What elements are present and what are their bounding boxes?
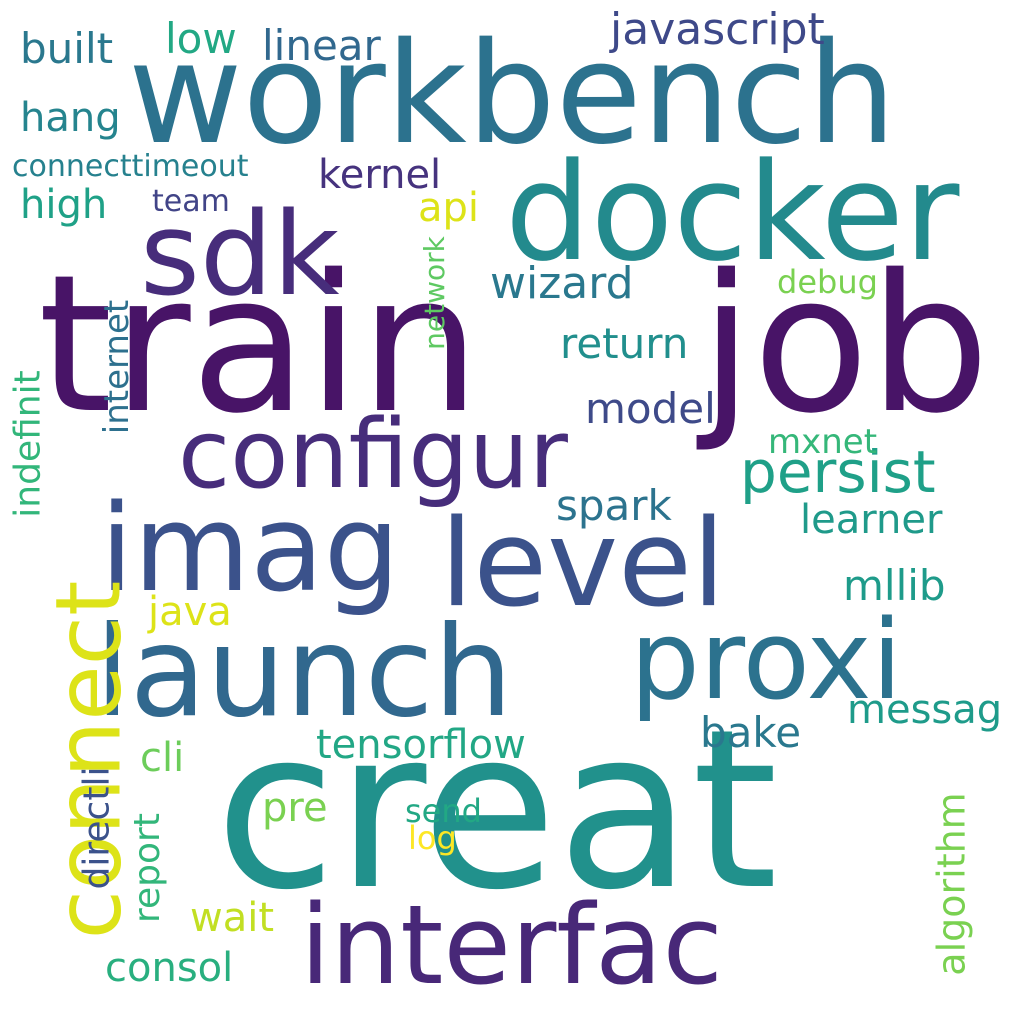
word-kernel: kernel — [318, 152, 442, 198]
word-bake: bake — [700, 708, 802, 757]
word-mllib: mllib — [843, 561, 946, 610]
word-docker: docker — [505, 134, 960, 291]
word-sdk: sdk — [140, 188, 340, 322]
word-log: log — [408, 819, 457, 857]
word-wait: wait — [190, 895, 275, 941]
word-cli: cli — [140, 735, 185, 781]
word-creat: creat — [215, 682, 778, 938]
word-mxnet: mxnet — [768, 422, 878, 462]
word-javascript: javascript — [610, 4, 825, 55]
word-api: api — [418, 185, 480, 231]
word-tensorflow: tensorflow — [316, 722, 526, 768]
word-train: train — [38, 234, 481, 455]
word-indefinit: indefinit — [7, 370, 49, 518]
word-directli: directli — [76, 766, 118, 890]
word-proxi: proxi — [630, 596, 903, 724]
word-hang: hang — [20, 95, 121, 141]
word-high: high — [20, 182, 108, 228]
word-model: model — [585, 384, 716, 433]
word-imag: imag — [100, 480, 400, 619]
word-persist: persist — [740, 438, 936, 506]
word-connecttimeout: connecttimeout — [12, 149, 249, 184]
word-job: job — [700, 234, 990, 455]
word-interfac: interfac — [300, 881, 723, 1009]
word-internet: internet — [97, 299, 138, 435]
word-consol: consol — [105, 945, 234, 991]
word-algorithm: algorithm — [929, 792, 974, 976]
word-team: team — [152, 184, 230, 219]
word-debug: debug — [777, 263, 878, 301]
word-built: built — [20, 24, 114, 73]
word-java: java — [148, 589, 232, 635]
word-spark: spark — [556, 481, 672, 530]
word-learner: learner — [800, 497, 943, 543]
word-launch: launch — [95, 600, 513, 745]
word-network: network — [417, 236, 451, 350]
word-wizard: wizard — [490, 258, 634, 309]
word-configur: configur — [178, 400, 568, 510]
word-workbench: workbench — [128, 13, 897, 176]
word-linear: linear — [262, 21, 381, 70]
word-return: return — [560, 319, 689, 368]
word-messag: messag — [847, 687, 1003, 733]
word-send: send — [405, 792, 482, 830]
word-pre: pre — [262, 785, 328, 831]
word-low: low — [165, 14, 237, 63]
word-report: report — [126, 813, 168, 923]
word-level: level — [440, 495, 726, 634]
